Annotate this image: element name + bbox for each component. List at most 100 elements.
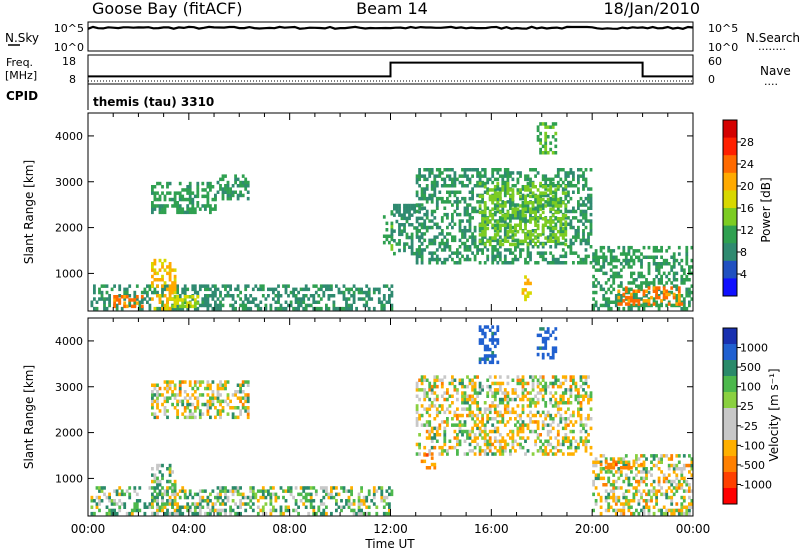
heatmap-cell-5 — [171, 304, 174, 309]
heatmap-cell-6 — [544, 336, 548, 341]
heatmap-cell-9 — [483, 210, 487, 215]
heatmap-cell-2 — [390, 303, 394, 308]
heatmap-cell-7 — [622, 479, 626, 484]
heatmap-cell-9 — [521, 185, 525, 189]
heatmap-cell-3 — [481, 429, 484, 434]
heatmap-cell-9 — [509, 213, 512, 218]
heatmap-cell-3 — [589, 391, 593, 395]
heatmap-cell-1 — [314, 511, 318, 516]
heatmap-cell-2 — [360, 297, 363, 301]
heatmap-cell-3 — [463, 452, 467, 456]
heatmap-cell-8 — [564, 209, 568, 214]
heatmap-cell-3 — [554, 391, 558, 395]
heatmap-cell-3 — [476, 407, 479, 411]
heatmap-cell-1 — [234, 174, 237, 178]
heatmap-cell-8 — [446, 190, 449, 194]
heatmap-cell-3 — [567, 388, 570, 392]
heatmap-cell-3 — [549, 417, 553, 421]
heatmap-cell-0 — [193, 409, 197, 413]
heatmap-cell-7 — [635, 457, 638, 461]
heatmap-cell-0 — [176, 210, 179, 215]
heatmap-cell-1 — [115, 511, 119, 516]
heatmap-cell-8 — [584, 177, 588, 182]
heatmap-cell-3 — [567, 401, 570, 405]
heatmap-cell-0 — [229, 399, 232, 404]
heatmap-cell-2 — [103, 300, 106, 304]
heatmap-cell-1 — [209, 508, 212, 513]
heatmap-cell-2 — [151, 479, 154, 484]
heatmap-cell-5 — [488, 347, 492, 352]
heatmap-cell-10 — [554, 138, 558, 142]
heatmap-cell-4 — [163, 281, 167, 285]
heatmap-cell-3 — [468, 449, 472, 453]
heatmap-cell-8 — [493, 219, 497, 223]
heatmap-cell-7 — [657, 489, 661, 493]
heatmap-cell-3 — [516, 420, 520, 424]
heatmap-cell-8 — [473, 209, 477, 214]
heatmap-cell-2 — [292, 306, 295, 311]
heatmap-cell-2 — [153, 479, 157, 484]
heatmap-cell-0 — [201, 188, 205, 192]
heatmap-cell-2 — [388, 287, 391, 292]
heatmap-cell-0 — [224, 386, 227, 391]
heatmap-cell-2 — [108, 303, 111, 308]
heatmap-cell-3 — [579, 404, 583, 408]
heatmap-cell-3 — [559, 384, 563, 389]
heatmap-cell-3 — [501, 420, 505, 424]
heatmap-cell-0 — [163, 409, 167, 413]
heatmap-cell-1 — [382, 511, 386, 516]
heatmap-cell-8 — [468, 222, 472, 226]
heatmap-cell-5 — [176, 301, 179, 305]
heatmap-cell-3 — [451, 401, 454, 405]
heatmap-cell-2 — [140, 300, 144, 304]
heatmap-cell-8 — [435, 180, 439, 185]
heatmap-cell-8 — [435, 261, 439, 265]
heatmap-cell-9 — [524, 188, 527, 192]
heatmap-cell-1 — [317, 508, 321, 513]
heatmap-cell-3 — [536, 433, 540, 437]
heatmap-cell-3 — [463, 439, 467, 443]
heatmap-cell-13 — [642, 292, 646, 297]
heatmap-cell-3 — [425, 423, 429, 427]
heatmap-cell-2 — [304, 306, 308, 311]
heatmap-cell-0 — [198, 415, 202, 420]
heatmap-cell-8 — [415, 209, 419, 214]
heatmap-cell-7 — [614, 470, 618, 474]
heatmap-cell-3 — [577, 410, 580, 415]
heatmap-cell-3 — [506, 381, 510, 386]
heatmap-cell-2 — [216, 303, 220, 308]
heatmap-cell-3 — [567, 397, 570, 402]
colorbar-segment — [723, 208, 737, 226]
heatmap-cell-12 — [640, 284, 643, 288]
heatmap-cell-0 — [201, 402, 205, 407]
heatmap-cell-1 — [350, 489, 353, 493]
heatmap-cell-1 — [244, 508, 248, 513]
heatmap-cell-8 — [493, 168, 497, 172]
heatmap-cell-7 — [614, 502, 618, 506]
heatmap-cell-7 — [597, 460, 600, 464]
heatmap-cell-12 — [635, 297, 638, 301]
heatmap-cell-8 — [564, 193, 568, 198]
heatmap-cell-3 — [453, 436, 457, 440]
heatmap-cell-12 — [652, 245, 656, 250]
heatmap-cell-7 — [594, 457, 598, 461]
heatmap-cell-7 — [645, 476, 648, 481]
heatmap-cell-8 — [640, 462, 643, 467]
heatmap-cell-1 — [178, 505, 182, 509]
heatmap-cell-12 — [604, 271, 608, 276]
heatmap-cell-2 — [148, 306, 152, 311]
heatmap-cell-1 — [231, 486, 235, 490]
heatmap-cell-0 — [246, 406, 250, 410]
heatmap-cell-12 — [607, 262, 611, 266]
heatmap-cell-1 — [113, 502, 116, 506]
heatmap-cell-11 — [524, 294, 527, 298]
heatmap-cell-8 — [503, 248, 507, 252]
heatmap-cell-7 — [635, 479, 638, 484]
heatmap-cell-0 — [191, 393, 195, 397]
heatmap-cell-1 — [133, 502, 137, 506]
heatmap-cell-7 — [599, 495, 603, 500]
heatmap-cell-9 — [483, 217, 487, 221]
heatmap-cell-2 — [138, 303, 142, 308]
heatmap-cell-5 — [481, 357, 485, 361]
